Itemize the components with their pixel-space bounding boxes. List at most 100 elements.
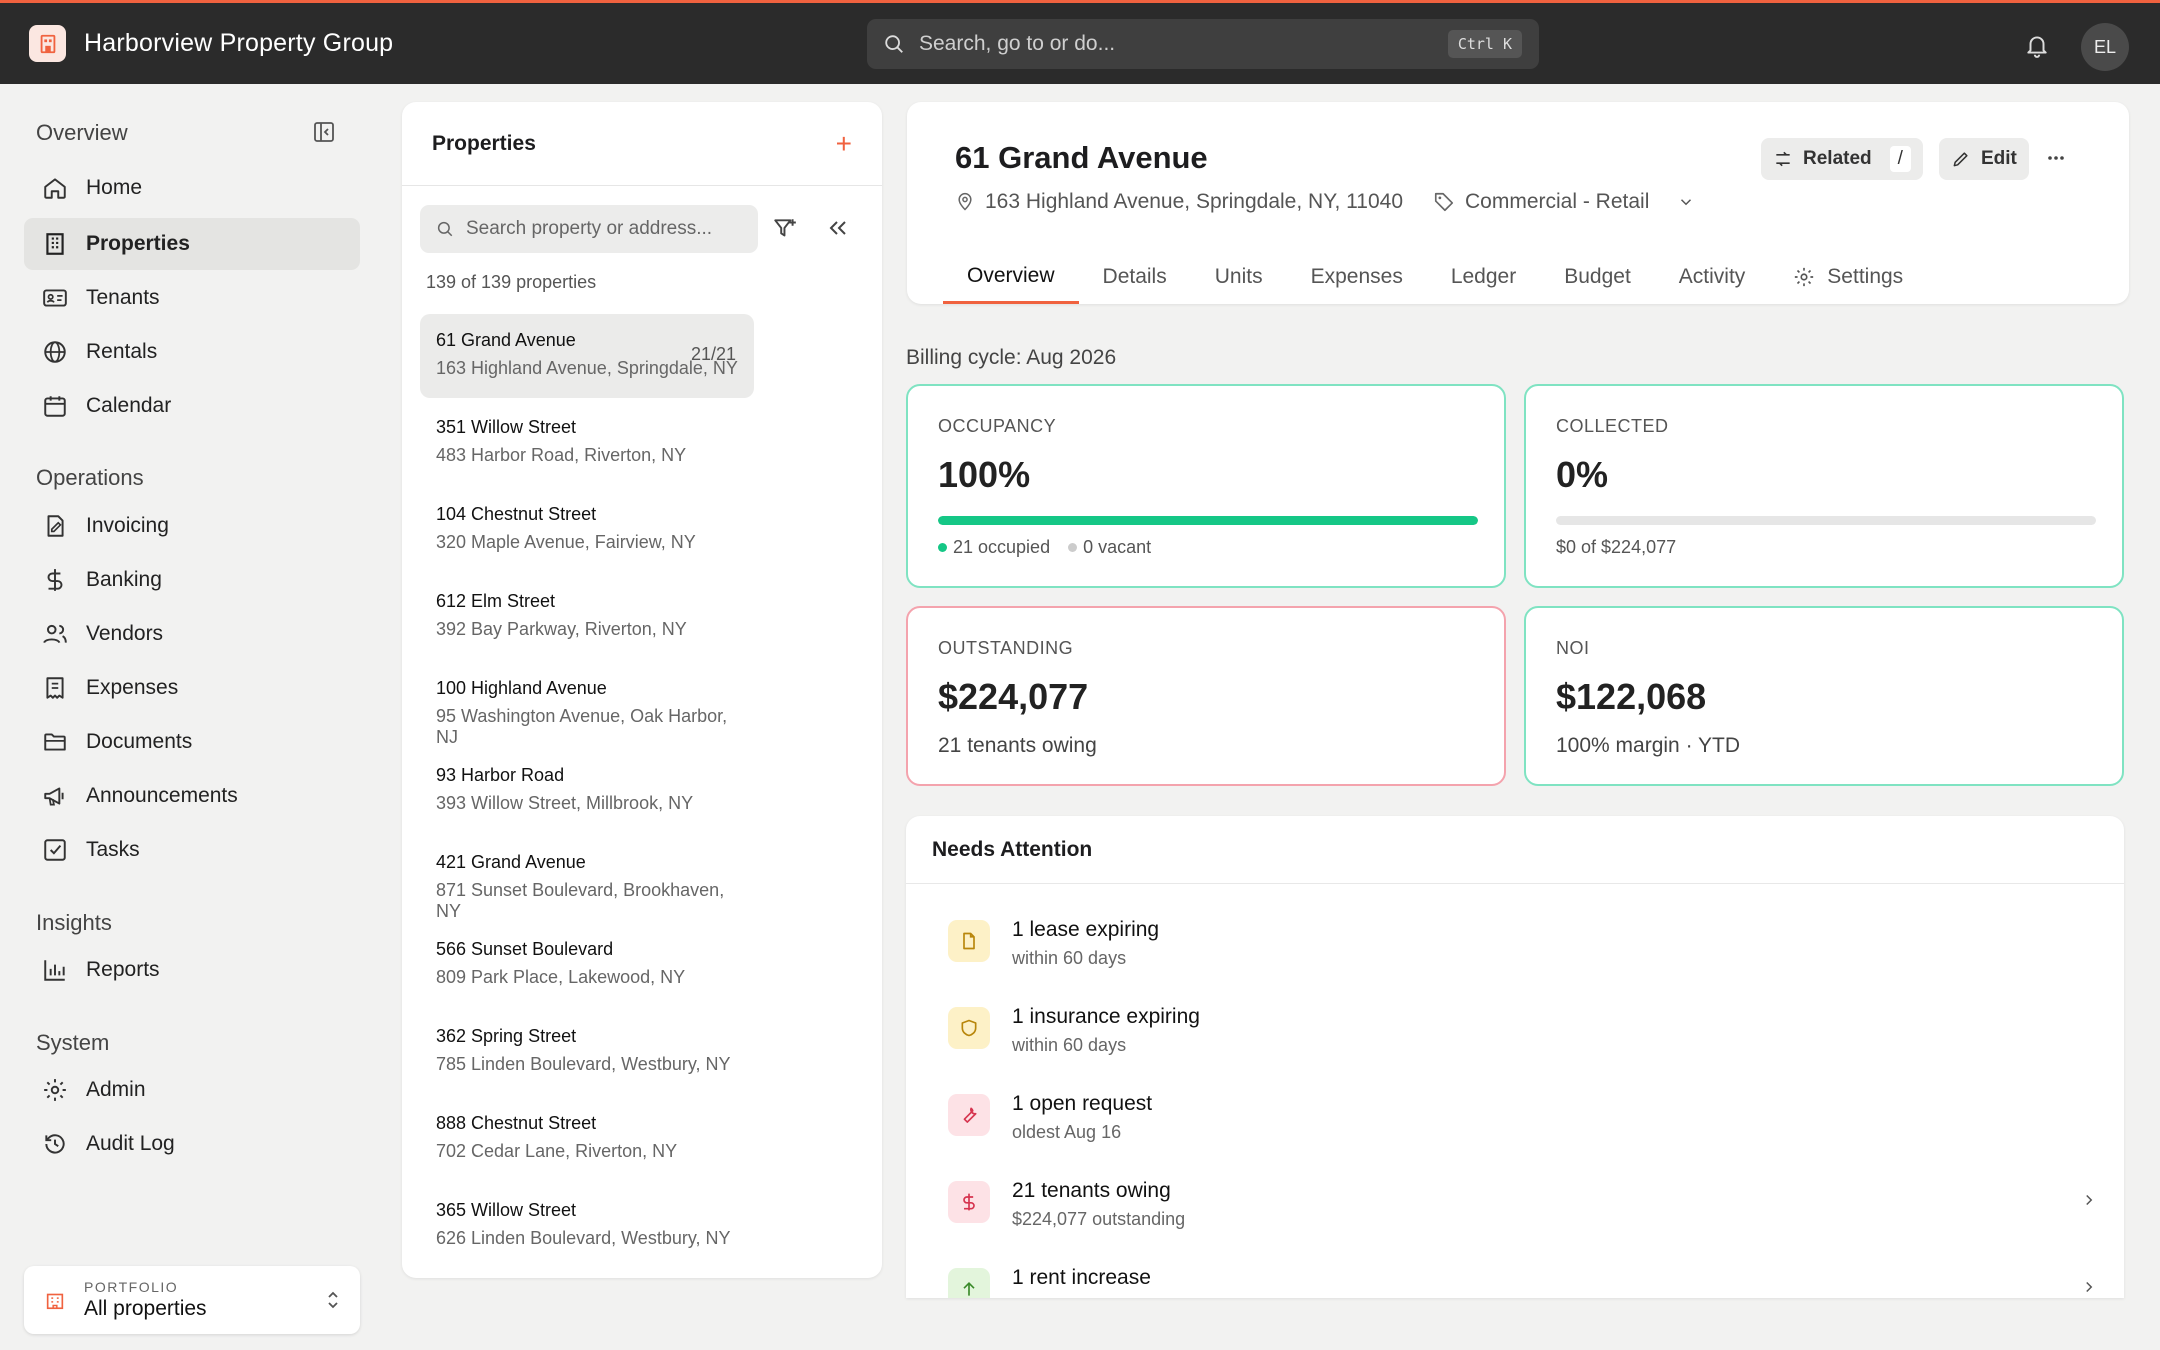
edit-label: Edit	[1981, 148, 2017, 169]
property-name: 362 Spring Street	[436, 1026, 577, 1046]
sidebar-item-properties[interactable]: Properties	[24, 218, 360, 270]
card-sub: 21 tenants owing	[938, 734, 1097, 757]
property-name: 365 Willow Street	[436, 1200, 577, 1220]
card-label: OCCUPANCY	[938, 416, 1057, 436]
tab-details[interactable]: Details	[1102, 265, 1167, 288]
sidebar-item-reports[interactable]: Reports	[24, 944, 360, 996]
property-count: 139 of 139 properties	[426, 272, 597, 292]
property-row[interactable]: 100 Highland Avenue 95 Washington Avenue…	[420, 662, 754, 747]
receipt-icon	[46, 677, 64, 699]
page-title: 61 Grand Avenue	[955, 140, 1208, 175]
sidebar-item-invoicing[interactable]: Invoicing	[24, 500, 360, 552]
sidebar-item-expenses[interactable]: Expenses	[24, 662, 360, 714]
sidebar-item-calendar[interactable]: Calendar	[24, 380, 360, 432]
attention-item[interactable]: 1 lease expiring within 60 days	[948, 918, 2098, 988]
property-name: 566 Sunset Boulevard	[436, 939, 614, 959]
tab-overview[interactable]: Overview	[943, 250, 1079, 304]
add-property-icon[interactable]: +	[835, 128, 852, 159]
property-row[interactable]: 365 Willow Street 626 Linden Boulevard, …	[420, 1184, 754, 1268]
related-button[interactable]: Related /	[1761, 138, 1923, 180]
sidebar-item-tenants[interactable]: Tenants	[24, 272, 360, 324]
property-row[interactable]: 351 Willow Street 483 Harbor Road, River…	[420, 401, 754, 485]
users-icon	[43, 624, 67, 644]
property-row[interactable]: 421 Grand Avenue 871 Sunset Boulevard, B…	[420, 836, 754, 921]
building-icon	[46, 233, 64, 255]
property-address: 320 Maple Avenue, Fairview, NY	[436, 532, 696, 552]
section-title-system: System	[36, 1030, 110, 1055]
property-name: 61 Grand Avenue	[436, 330, 576, 350]
megaphone-icon	[44, 787, 64, 806]
sidebar-item-vendors[interactable]: Vendors	[24, 608, 360, 660]
occupied-dot	[938, 543, 947, 552]
pencil-icon	[1953, 152, 1968, 167]
card-label: COLLECTED	[1556, 416, 1669, 436]
property-row[interactable]: 362 Spring Street 785 Linden Boulevard, …	[420, 1010, 754, 1094]
sidebar-item-tasks[interactable]: Tasks	[24, 824, 360, 876]
properties-title: Properties	[402, 102, 882, 186]
property-row[interactable]: 888 Chestnut Street 702 Cedar Lane, Rive…	[420, 1097, 754, 1181]
sidebar-item-home[interactable]: Home	[24, 162, 360, 214]
tab-budget[interactable]: Budget	[1564, 265, 1631, 288]
card-label: OUTSTANDING	[938, 638, 1074, 658]
portfolio-selector[interactable]: PORTFOLIO All properties	[24, 1266, 360, 1334]
property-row[interactable]: 612 Elm Street 392 Bay Parkway, Riverton…	[420, 575, 754, 659]
property-address: 626 Linden Boulevard, Westbury, NY	[436, 1228, 731, 1248]
property-row[interactable]: 566 Sunset Boulevard 809 Park Place, Lak…	[420, 923, 754, 1007]
attention-item[interactable]: 21 tenants owing $224,077 outstanding	[948, 1179, 2098, 1249]
property-detail-header: 61 Grand Avenue 163 Highland Avenue, Spr…	[907, 102, 2129, 304]
sidebar-item-label: Documents	[86, 730, 193, 753]
vacant-count: 0 vacant	[1083, 537, 1152, 557]
vacant-dot	[1068, 543, 1078, 552]
search-shortcut: Ctrl K	[1447, 30, 1522, 58]
property-address: 871 Sunset Boulevard, Brookhaven, NY	[436, 880, 725, 921]
occupancy-legend: 21 occupied 0 vacant	[938, 537, 1151, 558]
search-icon	[437, 221, 453, 237]
property-search-input[interactable]: Search property or address...	[420, 205, 758, 253]
property-search-placeholder: Search property or address...	[466, 218, 713, 239]
sidebar-collapse-icon[interactable]	[312, 120, 336, 144]
search-placeholder: Search, go to or do...	[919, 32, 1116, 55]
attention-item[interactable]: 1 insurance expiring within 60 days	[948, 1005, 2098, 1075]
sidebar-item-admin[interactable]: Admin	[24, 1064, 360, 1116]
property-type-select[interactable]: Commercial - Retail	[1433, 190, 1705, 214]
global-search[interactable]: Search, go to or do... Ctrl K	[867, 19, 1539, 69]
tab-activity[interactable]: Activity	[1678, 265, 1746, 288]
tab-units[interactable]: Units	[1214, 265, 1263, 288]
tab-settings[interactable]: Settings	[1769, 250, 1927, 304]
property-row[interactable]: 104 Chestnut Street 320 Maple Avenue, Fa…	[420, 488, 754, 572]
more-options-icon[interactable]	[2046, 150, 2066, 166]
history-icon	[45, 1134, 65, 1154]
app-logo-icon[interactable]	[29, 25, 66, 62]
billing-cycle: Billing cycle: Aug 2026	[906, 346, 1117, 369]
needs-attention-title: Needs Attention	[906, 816, 2124, 884]
sidebar-item-label: Tenants	[86, 286, 160, 309]
app-title: Harborview Property Group	[84, 29, 394, 57]
sidebar-item-rentals[interactable]: Rentals	[24, 326, 360, 378]
building-icon	[46, 1293, 64, 1310]
property-row[interactable]: 61 Grand Avenue 163 Highland Avenue, Spr…	[420, 314, 754, 398]
tab-ledger[interactable]: Ledger	[1450, 265, 1517, 288]
filter-icon[interactable]	[772, 216, 798, 242]
notifications-bell-icon[interactable]	[2024, 31, 2050, 59]
attention-item[interactable]: 1 rent increase	[948, 1266, 2098, 1298]
user-avatar[interactable]: EL	[2081, 23, 2129, 71]
property-row[interactable]: 93 Harbor Road 393 Willow Street, Millbr…	[420, 749, 754, 833]
dollar-icon	[948, 1181, 990, 1223]
sidebar-item-banking[interactable]: Banking	[24, 554, 360, 606]
sidebar-item-documents[interactable]: Documents	[24, 716, 360, 768]
property-units: 21/21	[690, 344, 736, 364]
map-pin-icon	[958, 192, 972, 211]
sidebar-item-announcements[interactable]: Announcements	[24, 770, 360, 822]
attention-item[interactable]: 1 open request oldest Aug 16	[948, 1092, 2098, 1162]
calendar-icon	[44, 396, 66, 417]
card-sub: 100% margin · YTD	[1556, 734, 1741, 757]
collapse-panel-icon[interactable]	[826, 216, 850, 240]
occupancy-progress-bar	[938, 516, 1478, 525]
section-title-overview: Overview	[36, 120, 128, 145]
sidebar-item-audit-log[interactable]: Audit Log	[24, 1118, 360, 1170]
checkbox-icon	[44, 839, 66, 861]
tab-expenses[interactable]: Expenses	[1310, 265, 1403, 288]
sidebar-item-label: Audit Log	[86, 1132, 175, 1155]
edit-button[interactable]: Edit	[1939, 138, 2029, 180]
globe-icon	[44, 341, 66, 363]
